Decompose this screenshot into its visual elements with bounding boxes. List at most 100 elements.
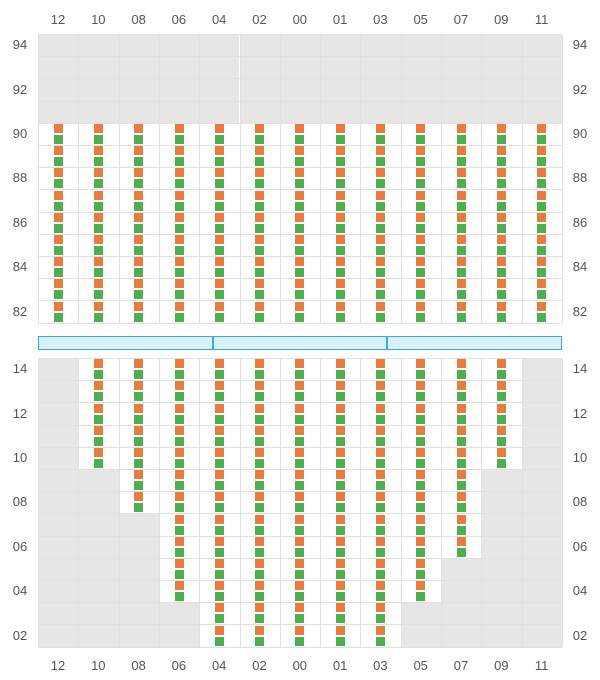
seat[interactable] bbox=[336, 448, 345, 468]
seat[interactable] bbox=[54, 257, 63, 277]
seat[interactable] bbox=[134, 213, 143, 233]
seat[interactable] bbox=[336, 559, 345, 579]
seat[interactable] bbox=[175, 470, 184, 490]
seat[interactable] bbox=[54, 235, 63, 255]
seat[interactable] bbox=[537, 213, 546, 233]
seat[interactable] bbox=[175, 213, 184, 233]
seat[interactable] bbox=[295, 302, 304, 322]
seat[interactable] bbox=[175, 302, 184, 322]
seat[interactable] bbox=[376, 146, 385, 166]
seat[interactable] bbox=[295, 213, 304, 233]
seat[interactable] bbox=[336, 302, 345, 322]
seat[interactable] bbox=[376, 537, 385, 557]
seat[interactable] bbox=[376, 191, 385, 211]
seat[interactable] bbox=[295, 470, 304, 490]
seat[interactable] bbox=[295, 279, 304, 299]
seat[interactable] bbox=[457, 515, 466, 535]
seat[interactable] bbox=[416, 235, 425, 255]
seat[interactable] bbox=[336, 603, 345, 623]
seat[interactable] bbox=[416, 537, 425, 557]
seat[interactable] bbox=[215, 426, 224, 446]
seat[interactable] bbox=[457, 470, 466, 490]
seat[interactable] bbox=[255, 470, 264, 490]
seat[interactable] bbox=[537, 168, 546, 188]
seat[interactable] bbox=[94, 168, 103, 188]
seat[interactable] bbox=[457, 235, 466, 255]
seat[interactable] bbox=[255, 257, 264, 277]
seat[interactable] bbox=[94, 404, 103, 424]
seat[interactable] bbox=[175, 168, 184, 188]
seat[interactable] bbox=[457, 492, 466, 512]
seat[interactable] bbox=[416, 146, 425, 166]
seat[interactable] bbox=[175, 279, 184, 299]
seat[interactable] bbox=[295, 359, 304, 379]
seat[interactable] bbox=[336, 257, 345, 277]
seat[interactable] bbox=[215, 581, 224, 601]
seat[interactable] bbox=[175, 537, 184, 557]
seat[interactable] bbox=[336, 581, 345, 601]
seat[interactable] bbox=[416, 381, 425, 401]
seat[interactable] bbox=[336, 146, 345, 166]
seat[interactable] bbox=[336, 470, 345, 490]
seat[interactable] bbox=[295, 404, 304, 424]
seat[interactable] bbox=[215, 146, 224, 166]
seat[interactable] bbox=[215, 559, 224, 579]
seat[interactable] bbox=[457, 302, 466, 322]
seat[interactable] bbox=[255, 235, 264, 255]
seat[interactable] bbox=[457, 537, 466, 557]
seat[interactable] bbox=[376, 302, 385, 322]
seat[interactable] bbox=[416, 559, 425, 579]
seat[interactable] bbox=[175, 426, 184, 446]
seat[interactable] bbox=[215, 492, 224, 512]
seat[interactable] bbox=[94, 191, 103, 211]
seat[interactable] bbox=[175, 515, 184, 535]
seat[interactable] bbox=[376, 279, 385, 299]
seat[interactable] bbox=[537, 235, 546, 255]
seat[interactable] bbox=[416, 492, 425, 512]
seat[interactable] bbox=[175, 381, 184, 401]
seat[interactable] bbox=[336, 492, 345, 512]
seat[interactable] bbox=[134, 404, 143, 424]
seat[interactable] bbox=[134, 191, 143, 211]
seat[interactable] bbox=[457, 426, 466, 446]
seat[interactable] bbox=[336, 404, 345, 424]
seat[interactable] bbox=[94, 235, 103, 255]
seat[interactable] bbox=[255, 559, 264, 579]
seat[interactable] bbox=[295, 168, 304, 188]
seat[interactable] bbox=[255, 404, 264, 424]
seat[interactable] bbox=[255, 603, 264, 623]
seat[interactable] bbox=[134, 279, 143, 299]
seat[interactable] bbox=[54, 124, 63, 144]
seat[interactable] bbox=[416, 168, 425, 188]
seat[interactable] bbox=[497, 448, 506, 468]
seat[interactable] bbox=[295, 492, 304, 512]
seat[interactable] bbox=[215, 603, 224, 623]
seat[interactable] bbox=[94, 213, 103, 233]
seat[interactable] bbox=[336, 191, 345, 211]
seat[interactable] bbox=[134, 257, 143, 277]
seat[interactable] bbox=[497, 404, 506, 424]
seat[interactable] bbox=[54, 279, 63, 299]
seat[interactable] bbox=[94, 279, 103, 299]
seat[interactable] bbox=[457, 404, 466, 424]
seat[interactable] bbox=[215, 279, 224, 299]
seat[interactable] bbox=[416, 470, 425, 490]
seat[interactable] bbox=[295, 448, 304, 468]
seat[interactable] bbox=[376, 559, 385, 579]
seat[interactable] bbox=[497, 168, 506, 188]
seat[interactable] bbox=[457, 279, 466, 299]
seat[interactable] bbox=[175, 124, 184, 144]
seat[interactable] bbox=[497, 146, 506, 166]
seat[interactable] bbox=[336, 124, 345, 144]
seat[interactable] bbox=[255, 626, 264, 646]
seat[interactable] bbox=[457, 448, 466, 468]
seat[interactable] bbox=[175, 257, 184, 277]
seat[interactable] bbox=[457, 381, 466, 401]
seat[interactable] bbox=[336, 426, 345, 446]
seat[interactable] bbox=[54, 191, 63, 211]
seat[interactable] bbox=[376, 426, 385, 446]
seat[interactable] bbox=[255, 537, 264, 557]
seat[interactable] bbox=[336, 381, 345, 401]
seat[interactable] bbox=[376, 492, 385, 512]
seat[interactable] bbox=[376, 235, 385, 255]
